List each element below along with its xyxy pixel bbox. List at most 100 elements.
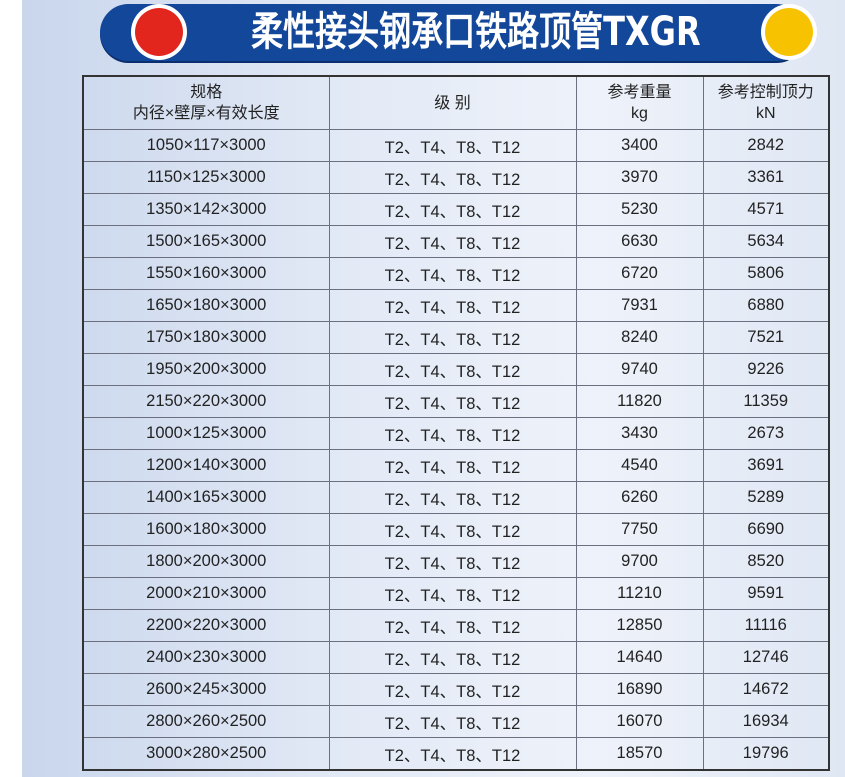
cell-grade: T2、T4、T8、T12 xyxy=(328,129,577,162)
table-row: 1600×180×3000 T2、T4、T8、T12 7750 6690 xyxy=(82,513,830,546)
cell-spec: 1500×165×3000 xyxy=(82,225,330,258)
cell-grade: T2、T4、T8、T12 xyxy=(328,449,577,482)
table-row: 1800×200×3000 T2、T4、T8、T12 9700 8520 xyxy=(82,545,830,578)
cell-weight: 3400 xyxy=(575,129,704,162)
cell-spec: 2800×260×2500 xyxy=(82,705,330,738)
table-row: 2200×220×3000 T2、T4、T8、T12 12850 11116 xyxy=(82,609,830,642)
table-row: 3000×280×2500 T2、T4、T8、T12 18570 19796 xyxy=(82,737,830,771)
cell-grade: T2、T4、T8、T12 xyxy=(328,577,577,610)
table-row: 1650×180×3000 T2、T4、T8、T12 7931 6880 xyxy=(82,289,830,322)
cell-grade: T2、T4、T8、T12 xyxy=(328,705,577,738)
cell-jacking-force: 3691 xyxy=(702,449,830,482)
header-line1: 规格 xyxy=(190,84,223,101)
cell-weight: 5230 xyxy=(575,193,704,226)
header-line1: 级 别 xyxy=(434,94,471,112)
table-row: 2600×245×3000 T2、T4、T8、T12 16890 14672 xyxy=(82,673,830,706)
cell-grade: T2、T4、T8、T12 xyxy=(328,609,577,642)
table-row: 1500×165×3000 T2、T4、T8、T12 6630 5634 xyxy=(82,225,830,258)
cell-jacking-force: 9226 xyxy=(702,353,830,386)
cell-jacking-force: 16934 xyxy=(702,705,830,738)
cell-spec: 1050×117×3000 xyxy=(82,129,330,162)
cell-grade: T2、T4、T8、T12 xyxy=(328,481,577,514)
cell-grade: T2、T4、T8、T12 xyxy=(328,641,577,674)
title-banner xyxy=(100,4,805,61)
cell-weight: 11820 xyxy=(575,385,704,418)
cell-weight: 7750 xyxy=(575,513,704,546)
cell-weight: 3970 xyxy=(575,161,704,194)
spec-table: 规格内径×壁厚×有效长度 级 别 参考重量 kg 参考控制顶力 kN 1050×117×3… xyxy=(82,75,830,771)
header-line2: 内径×壁厚×有效长度 xyxy=(132,105,280,122)
cell-jacking-force: 19796 xyxy=(702,737,830,771)
header-line2: kg xyxy=(631,105,648,122)
cell-spec: 1400×165×3000 xyxy=(82,481,330,514)
header-grade: 级 别 xyxy=(328,75,577,130)
cell-jacking-force: 7521 xyxy=(702,321,830,354)
table-row: 1750×180×3000 T2、T4、T8、T12 8240 7521 xyxy=(82,321,830,354)
cell-weight: 16890 xyxy=(575,673,704,706)
cell-spec: 1200×140×3000 xyxy=(82,449,330,482)
table-row: 1000×125×3000 T2、T4、T8、T12 3430 2673 xyxy=(82,417,830,450)
cell-jacking-force: 6690 xyxy=(702,513,830,546)
table-row: 2000×210×3000 T2、T4、T8、T12 11210 9591 xyxy=(82,577,830,610)
cell-grade: T2、T4、T8、T12 xyxy=(328,193,577,226)
cell-grade: T2、T4、T8、T12 xyxy=(328,161,577,194)
cell-weight: 14640 xyxy=(575,641,704,674)
table-row: 1950×200×3000 T2、T4、T8、T12 9740 9226 xyxy=(82,353,830,386)
title-container: 柔性接头钢承口铁路顶管TXGR xyxy=(192,6,760,58)
cell-spec: 2600×245×3000 xyxy=(82,673,330,706)
cell-weight: 11210 xyxy=(575,577,704,610)
header-jacking-force: 参考控制顶力 kN xyxy=(702,75,830,130)
cell-spec: 2400×230×3000 xyxy=(82,641,330,674)
red-circle-decoration xyxy=(135,8,183,56)
header-line2: kN xyxy=(755,105,776,122)
table-row: 1550×160×3000 T2、T4、T8、T12 6720 5806 xyxy=(82,257,830,290)
cell-jacking-force: 2842 xyxy=(702,129,830,162)
yellow-circle-decoration xyxy=(765,8,813,56)
cell-grade: T2、T4、T8、T12 xyxy=(328,353,577,386)
cell-grade: T2、T4、T8、T12 xyxy=(328,321,577,354)
cell-spec: 1550×160×3000 xyxy=(82,257,330,290)
table-row: 2400×230×3000 T2、T4、T8、T12 14640 12746 xyxy=(82,641,830,674)
table-body: 1050×117×3000 T2、T4、T8、T12 3400 2842 1150×12… xyxy=(82,129,830,771)
table-row: 2150×220×3000 T2、T4、T8、T12 11820 11359 xyxy=(82,385,830,418)
cell-grade: T2、T4、T8、T12 xyxy=(328,289,577,322)
cell-jacking-force: 6880 xyxy=(702,289,830,322)
header-weight: 参考重量 kg xyxy=(575,75,704,130)
cell-jacking-force: 14672 xyxy=(702,673,830,706)
cell-grade: T2、T4、T8、T12 xyxy=(328,673,577,706)
cell-jacking-force: 2673 xyxy=(702,417,830,450)
cell-jacking-force: 3361 xyxy=(702,161,830,194)
cell-spec: 1750×180×3000 xyxy=(82,321,330,354)
header-spec: 规格内径×壁厚×有效长度 xyxy=(82,75,330,130)
cell-grade: T2、T4、T8、T12 xyxy=(328,257,577,290)
cell-jacking-force: 9591 xyxy=(702,577,830,610)
header-line1: 参考控制顶力 xyxy=(717,84,814,101)
cell-grade: T2、T4、T8、T12 xyxy=(328,417,577,450)
cell-spec: 1800×200×3000 xyxy=(82,545,330,578)
header-line1: 参考重量 xyxy=(607,84,672,101)
cell-jacking-force: 12746 xyxy=(702,641,830,674)
table-row: 1150×125×3000 T2、T4、T8、T12 3970 3361 xyxy=(82,161,830,194)
cell-spec: 3000×280×2500 xyxy=(82,737,330,771)
cell-weight: 8240 xyxy=(575,321,704,354)
cell-grade: T2、T4、T8、T12 xyxy=(328,385,577,418)
cell-jacking-force: 11359 xyxy=(702,385,830,418)
cell-spec: 1350×142×3000 xyxy=(82,193,330,226)
cell-weight: 6630 xyxy=(575,225,704,258)
cell-jacking-force: 5289 xyxy=(702,481,830,514)
table-row: 1050×117×3000 T2、T4、T8、T12 3400 2842 xyxy=(82,129,830,162)
cell-spec: 1950×200×3000 xyxy=(82,353,330,386)
page-title: 柔性接头钢承口铁路顶管TXGR xyxy=(251,9,701,55)
cell-grade: T2、T4、T8、T12 xyxy=(328,225,577,258)
cell-weight: 6260 xyxy=(575,481,704,514)
cell-spec: 2200×220×3000 xyxy=(82,609,330,642)
cell-weight: 9700 xyxy=(575,545,704,578)
cell-weight: 6720 xyxy=(575,257,704,290)
cell-jacking-force: 4571 xyxy=(702,193,830,226)
table-header-row: 规格内径×壁厚×有效长度 级 别 参考重量 kg 参考控制顶力 kN xyxy=(82,75,830,130)
cell-weight: 18570 xyxy=(575,737,704,771)
cell-spec: 1000×125×3000 xyxy=(82,417,330,450)
cell-weight: 9740 xyxy=(575,353,704,386)
cell-weight: 16070 xyxy=(575,705,704,738)
cell-grade: T2、T4、T8、T12 xyxy=(328,545,577,578)
